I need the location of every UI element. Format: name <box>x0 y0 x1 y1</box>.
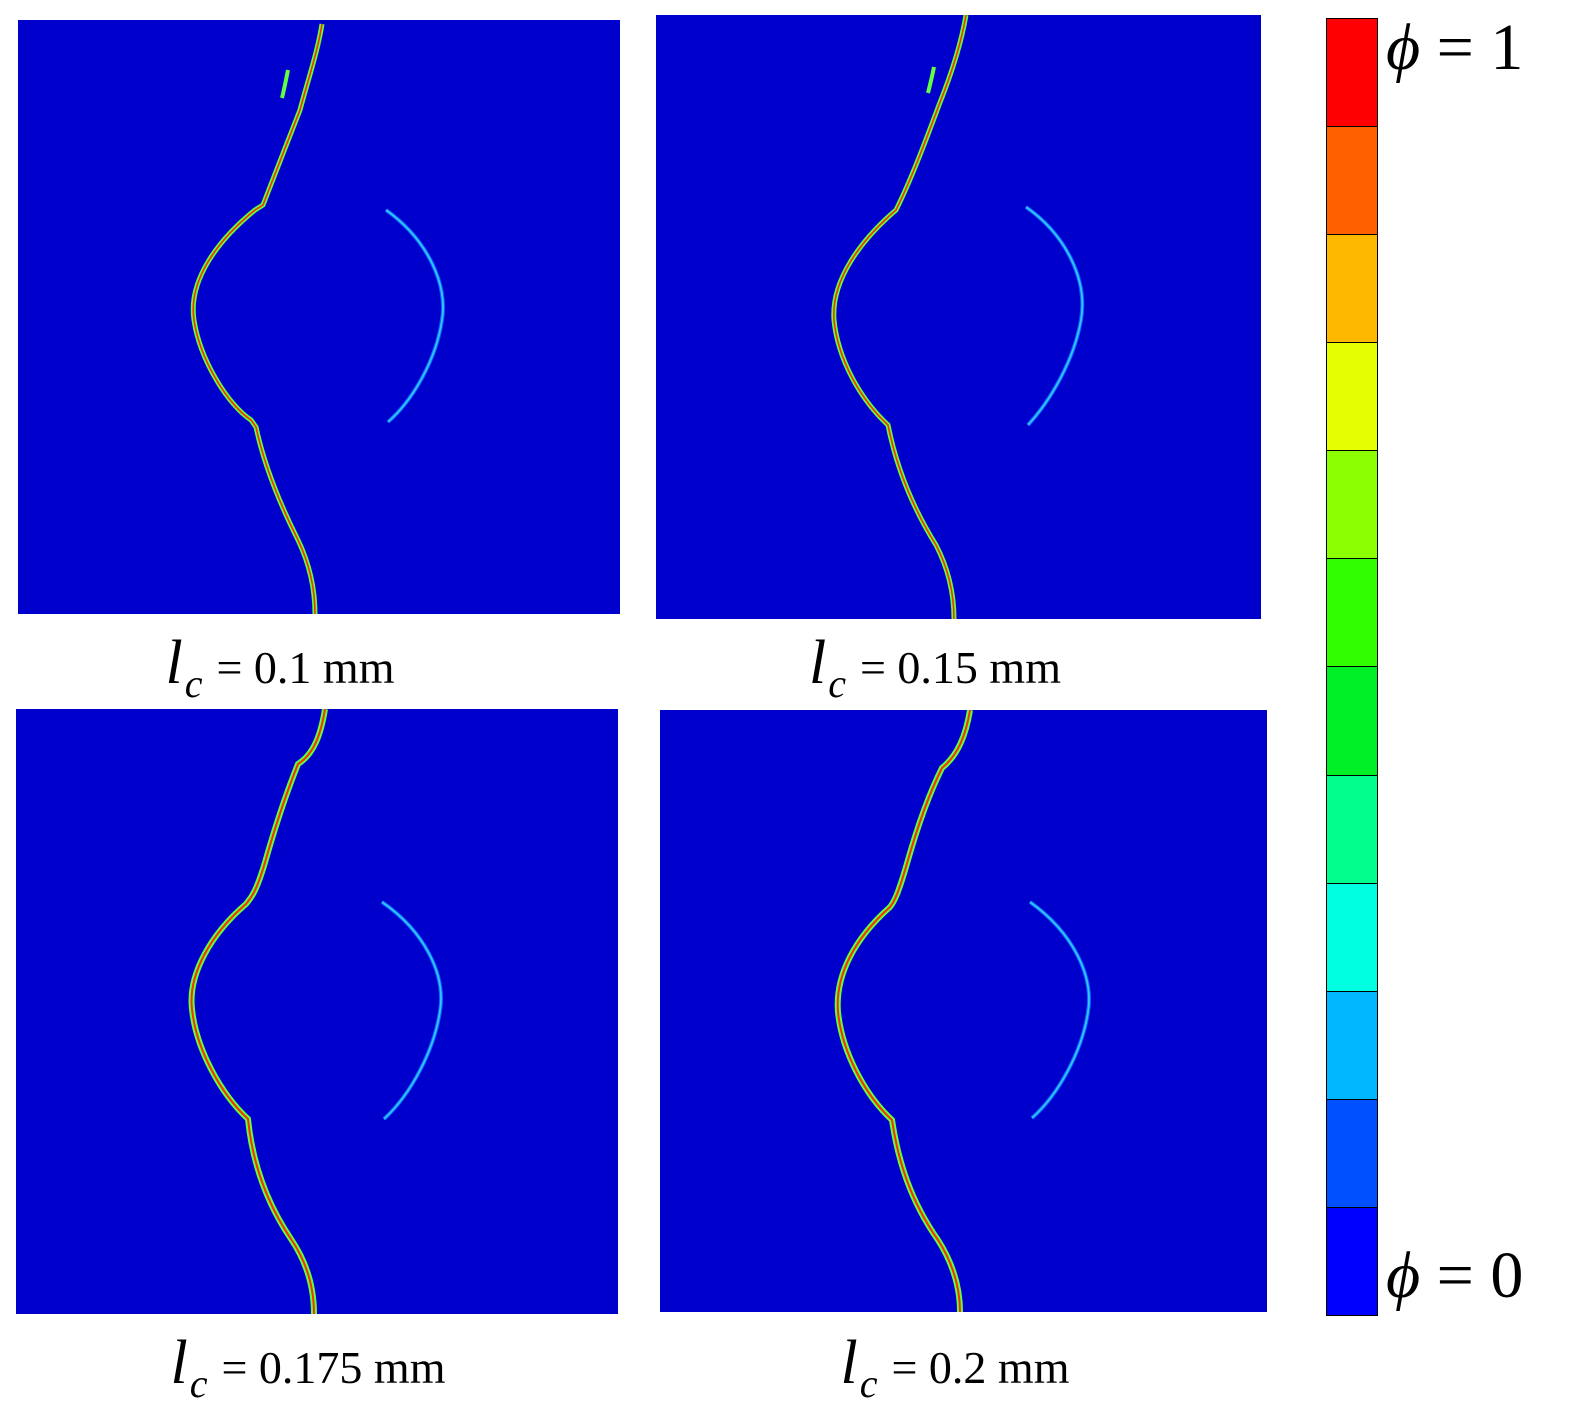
colorbar-swatch <box>1327 775 1377 884</box>
colorbar-swatch <box>1327 667 1377 776</box>
arc-crack-halo <box>1024 205 1085 427</box>
main-crack-core <box>836 710 971 1312</box>
phase-field-panel-lc-0.1 <box>18 20 620 614</box>
main-crack-halo <box>188 709 328 1314</box>
phi-symbol: ϕ <box>1386 11 1421 84</box>
colorbar-swatch <box>1327 235 1377 344</box>
caption-lc-0.175: lc = 0.175 mm <box>128 1328 488 1406</box>
caption-subscript: c <box>189 1361 208 1406</box>
main-crack-core <box>190 709 326 1314</box>
colorbar-swatch <box>1327 991 1377 1100</box>
colorbar-swatch <box>1327 343 1377 452</box>
colorbar-top-value: = 1 <box>1420 11 1524 84</box>
colorbar-top-label: ϕ = 1 <box>1386 10 1523 86</box>
phi-symbol: ϕ <box>1386 1239 1421 1312</box>
caption-symbol: l <box>165 629 183 697</box>
arc-crack-core <box>381 901 442 1120</box>
caption-lc-0.2: lc = 0.2 mm <box>800 1328 1110 1406</box>
caption-symbol: l <box>840 1329 858 1397</box>
crack-field-plot <box>834 710 1091 1312</box>
main-crack-halo <box>831 15 969 619</box>
colorbar-swatch <box>1327 451 1377 560</box>
caption-subscript: c <box>184 661 203 706</box>
colorbar-bottom-value: = 0 <box>1420 1239 1524 1312</box>
phase-field-panel-lc-0.2 <box>660 710 1267 1312</box>
phase-field-panel-lc-0.175 <box>16 709 618 1314</box>
caption-value: = 0.1 mm <box>216 642 395 693</box>
caption-symbol: l <box>808 629 827 697</box>
arc-crack-core <box>385 209 444 423</box>
crack-field-plot <box>190 23 445 614</box>
colorbar-swatch <box>1327 19 1377 128</box>
caption-value: = 0.15 mm <box>859 642 1061 693</box>
caption-lc-0.15: lc = 0.15 mm <box>770 628 1100 706</box>
crack-field-plot <box>188 709 443 1314</box>
phase-field-colorbar <box>1326 18 1378 1316</box>
branch-crack <box>280 69 290 99</box>
arc-crack-core <box>1029 901 1090 1119</box>
main-crack-core <box>833 15 967 619</box>
colorbar-swatch <box>1327 1099 1377 1208</box>
main-crack-core <box>192 23 323 614</box>
colorbar-swatch <box>1327 559 1377 668</box>
caption-lc-0.1: lc = 0.1 mm <box>130 628 430 706</box>
caption-subscript: c <box>859 1361 878 1406</box>
arc-crack-core <box>1025 206 1084 426</box>
colorbar-swatch <box>1327 127 1377 236</box>
main-crack-halo <box>190 23 325 614</box>
branch-crack <box>926 66 936 94</box>
colorbar-swatch <box>1327 1207 1377 1315</box>
caption-symbol: l <box>170 1329 188 1397</box>
caption-value: = 0.175 mm <box>221 1342 446 1393</box>
colorbar-swatch <box>1327 883 1377 992</box>
caption-value: = 0.2 mm <box>891 1342 1070 1393</box>
crack-field-plot <box>831 15 1085 619</box>
main-crack-halo <box>834 710 973 1312</box>
phase-field-panel-lc-0.15 <box>656 15 1261 619</box>
caption-subscript: c <box>828 661 846 706</box>
colorbar-bottom-label: ϕ = 0 <box>1386 1238 1523 1314</box>
